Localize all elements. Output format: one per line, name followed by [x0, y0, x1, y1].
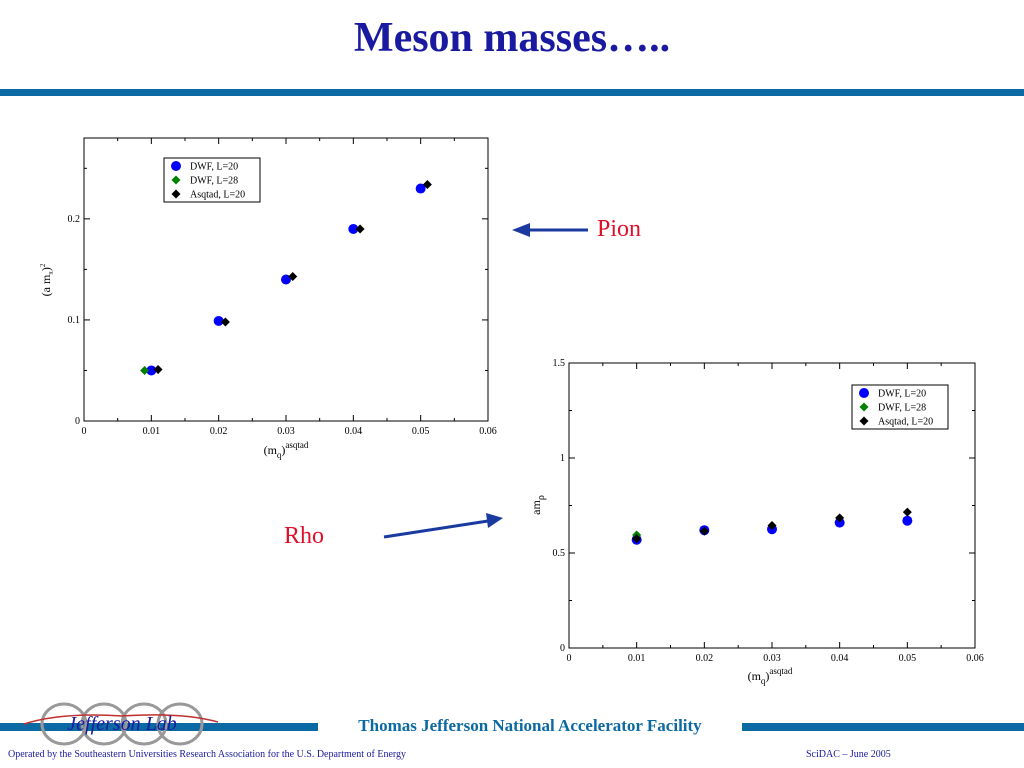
legend-marker	[171, 175, 181, 185]
data-point-circle	[146, 365, 157, 376]
data-point-diamond	[835, 513, 845, 523]
legend-marker	[859, 402, 869, 412]
y-tick-label: 0.5	[553, 548, 566, 559]
y-axis-label: (a mπ)2	[39, 263, 55, 296]
x-tick-label: 0.04	[345, 426, 363, 437]
title-rule	[0, 89, 1024, 96]
legend-marker	[859, 388, 869, 398]
slide-title: Meson masses…..	[353, 15, 671, 61]
jefferson-lab-logo: Jefferson Lab	[23, 702, 219, 746]
legend-label: DWF, L=28	[190, 176, 238, 187]
x-tick-label: 0.01	[628, 653, 646, 664]
x-tick-label: 0	[82, 426, 87, 437]
y-tick-label: 0	[75, 416, 80, 427]
data-point-circle	[415, 183, 426, 194]
y-axis-label: amρ	[529, 495, 547, 515]
pion-arrow	[512, 223, 588, 237]
y-tick-label: 0	[560, 643, 565, 654]
footer-operated-by: Operated by the Southeastern Universitie…	[8, 749, 407, 760]
x-tick-label: 0.06	[966, 653, 984, 664]
y-tick-label: 0.1	[68, 315, 81, 326]
x-tick-label: 0.04	[831, 653, 849, 664]
data-point-circle	[281, 274, 291, 285]
pion-label: Pion	[597, 216, 642, 242]
data-point-diamond	[902, 507, 912, 517]
x-axis-label: (mq)asqtad	[264, 440, 309, 460]
y-tick-label: 0.2	[68, 214, 81, 225]
legend-marker	[171, 189, 181, 199]
data-point-diamond	[220, 317, 230, 327]
x-tick-label: 0.05	[412, 426, 430, 437]
footer-org-name: Thomas Jefferson National Accelerator Fa…	[358, 716, 702, 735]
x-tick-label: 0.02	[210, 426, 228, 437]
legend-marker	[859, 416, 869, 426]
data-point-circle	[834, 517, 845, 528]
legend-label: DWF, L=20	[878, 389, 926, 400]
footer-event: SciDAC – June 2005	[806, 749, 891, 760]
y-tick-label: 1.5	[553, 358, 566, 369]
data-point-circle	[213, 315, 224, 326]
x-tick-label: 0	[567, 653, 572, 664]
data-point-diamond	[355, 224, 365, 234]
data-point-diamond	[153, 364, 163, 374]
x-tick-label: 0.01	[143, 426, 161, 437]
data-point-diamond	[288, 271, 298, 281]
data-point-diamond	[699, 526, 709, 536]
x-tick-label: 0.06	[479, 426, 497, 437]
rho-arrow	[383, 513, 503, 539]
x-tick-label: 0.03	[277, 426, 295, 437]
footer-bar-right	[742, 723, 1024, 731]
legend-label: Asqtad, L=20	[878, 417, 933, 428]
data-point-circle	[348, 223, 359, 234]
x-axis-label: (mq)asqtad	[748, 666, 793, 686]
y-tick-label: 1	[560, 453, 565, 464]
data-point-diamond	[422, 179, 432, 189]
legend-marker	[171, 161, 181, 171]
data-point-diamond	[140, 365, 150, 375]
svg-text:Jefferson Lab: Jefferson Lab	[67, 713, 176, 735]
data-point-circle	[902, 515, 913, 526]
x-tick-label: 0.02	[696, 653, 714, 664]
rho-label: Rho	[284, 523, 325, 549]
x-tick-label: 0.03	[763, 653, 781, 664]
legend-label: DWF, L=28	[878, 403, 926, 414]
x-tick-label: 0.05	[899, 653, 917, 664]
legend-label: DWF, L=20	[190, 162, 238, 173]
data-point-diamond	[632, 534, 642, 544]
legend-label: Asqtad, L=20	[190, 190, 245, 201]
data-point-diamond	[767, 520, 777, 530]
